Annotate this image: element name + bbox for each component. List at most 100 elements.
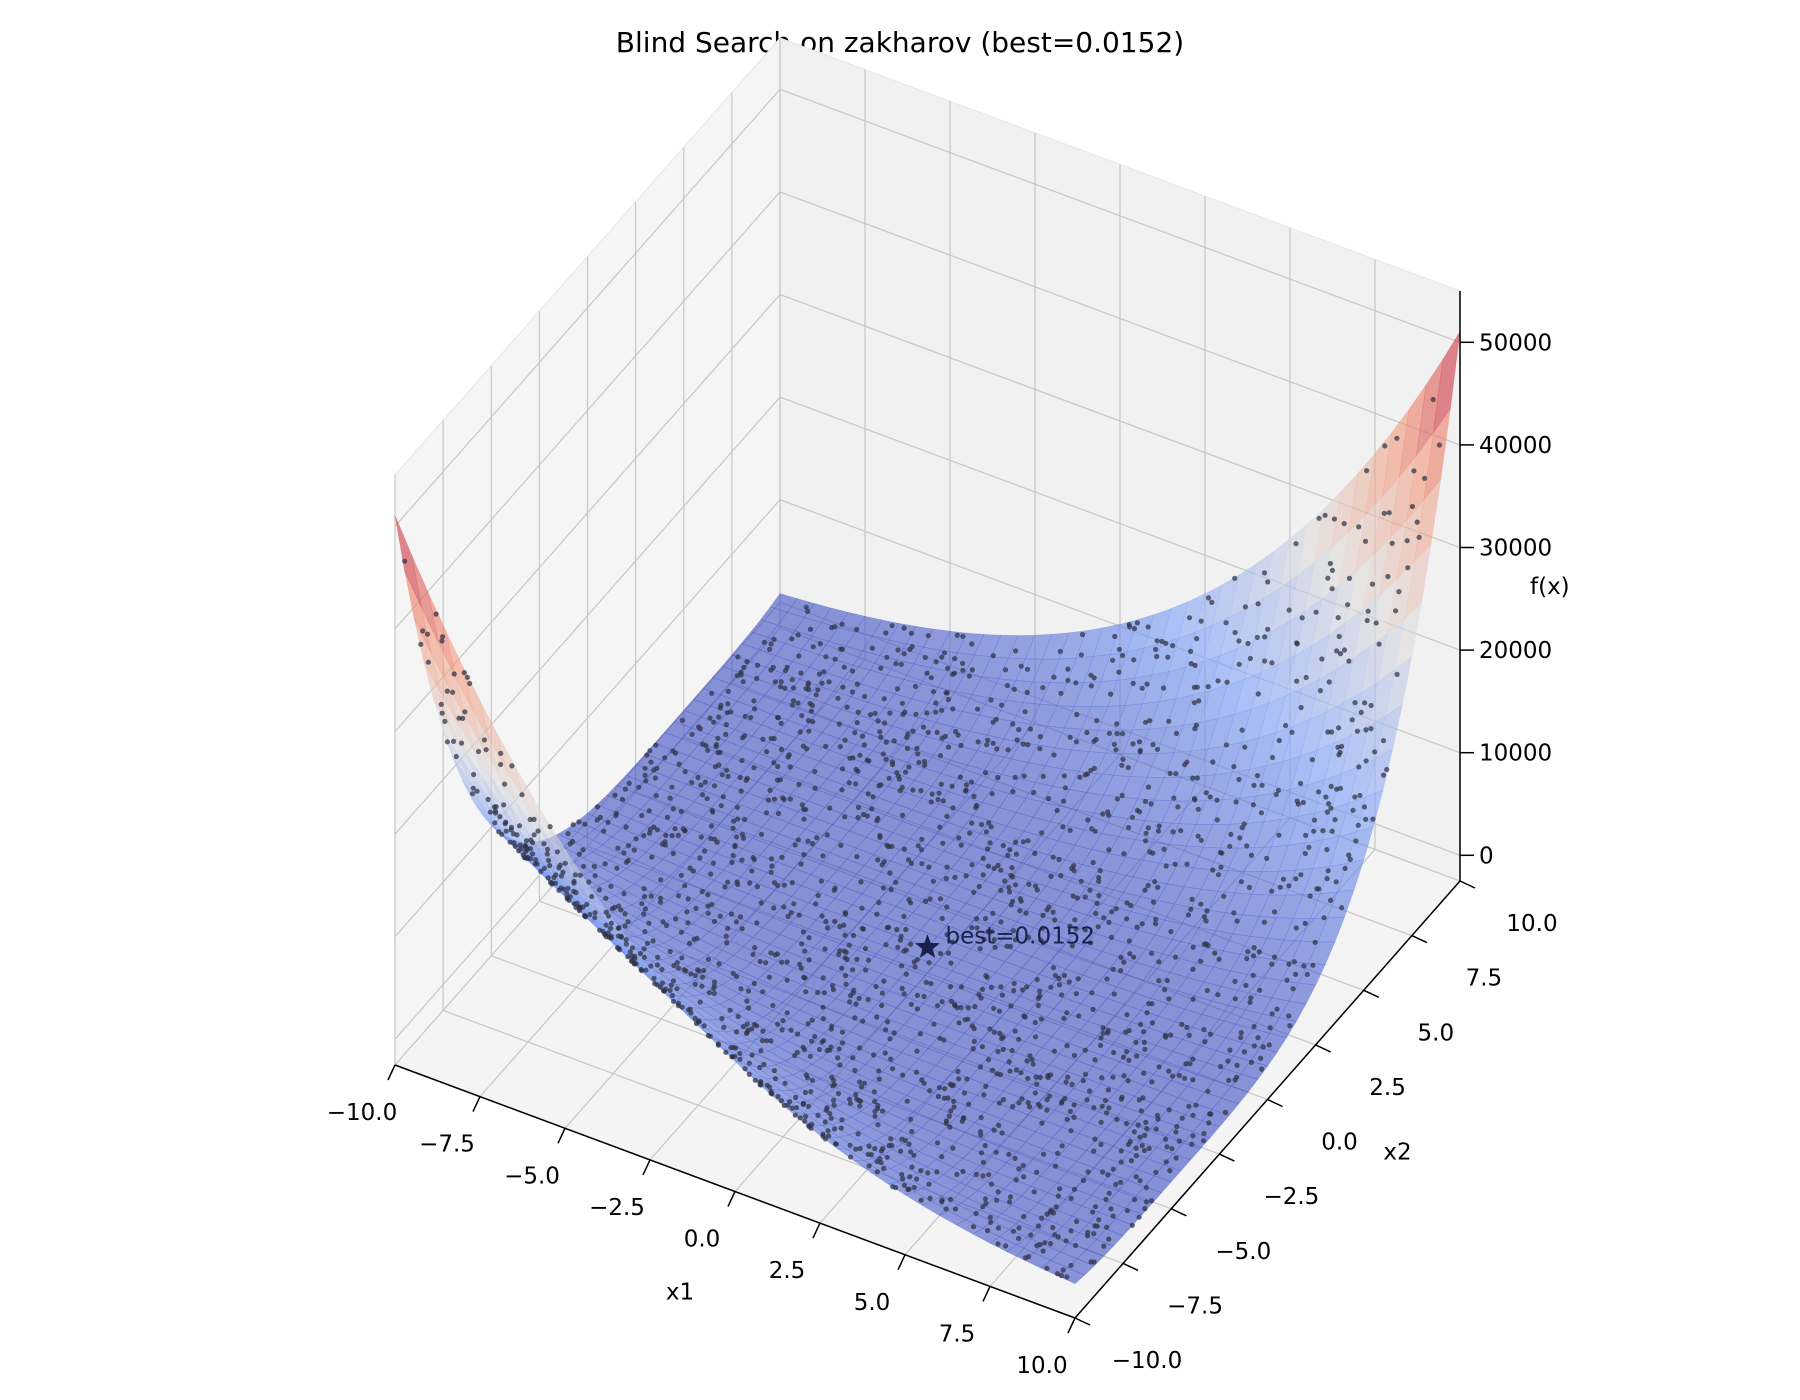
sample-point (1110, 657, 1116, 663)
sample-point (1045, 795, 1052, 802)
sample-point (799, 713, 805, 719)
sample-point (838, 1125, 844, 1131)
sample-point (1255, 601, 1261, 607)
sample-point (1265, 579, 1271, 585)
sample-point (699, 889, 705, 895)
sample-point (987, 1214, 993, 1221)
sample-point (723, 767, 730, 773)
sample-point (874, 1014, 880, 1020)
sample-point (933, 700, 939, 706)
grid-line (394, 499, 781, 938)
sample-point (608, 920, 615, 926)
sample-point (1044, 1107, 1050, 1113)
sample-point (702, 779, 709, 785)
sample-point (670, 978, 677, 984)
sample-point (1120, 1054, 1127, 1060)
sample-point (1214, 797, 1220, 803)
sample-point (1144, 681, 1150, 687)
sample-point (823, 1107, 829, 1113)
sample-point (1189, 1141, 1195, 1147)
sample-point (878, 1160, 884, 1166)
sample-point (1074, 895, 1080, 901)
sample-point (1096, 1217, 1102, 1223)
sample-point (689, 780, 695, 786)
sample-point (1060, 824, 1066, 830)
sample-point (1173, 1155, 1179, 1161)
sample-point (1385, 573, 1391, 580)
sample-point (596, 887, 603, 893)
sample-point (510, 831, 517, 837)
sample-point (791, 901, 797, 907)
sample-point (1188, 661, 1194, 667)
sample-point (1057, 648, 1063, 655)
sample-point (633, 961, 639, 967)
sample-point (1077, 774, 1083, 780)
sample-point (1251, 782, 1257, 789)
sample-point (1358, 709, 1364, 716)
sample-point (943, 1118, 950, 1124)
sample-point (1313, 609, 1319, 615)
sample-point (861, 1080, 868, 1086)
sample-point (603, 922, 609, 928)
sample-point (1234, 918, 1240, 924)
sample-point (1184, 1024, 1190, 1031)
sample-point (880, 1145, 886, 1151)
sample-point (994, 1197, 1000, 1203)
sample-point (768, 667, 774, 673)
sample-point (852, 1067, 858, 1073)
sample-point (1232, 629, 1238, 636)
sample-point (744, 1029, 750, 1035)
sample-point (867, 712, 874, 718)
sample-point (800, 1044, 806, 1050)
sample-point (1034, 1081, 1040, 1087)
sample-point (831, 1097, 837, 1103)
sample-point (621, 850, 627, 856)
sample-point (982, 1143, 988, 1149)
sample-point (850, 755, 856, 761)
sample-point (511, 840, 517, 846)
sample-point (927, 1088, 933, 1094)
sample-point (1075, 976, 1081, 982)
sample-point (1258, 810, 1264, 816)
sample-point (1094, 900, 1100, 907)
sample-point (767, 646, 773, 653)
sample-point (937, 753, 944, 759)
sample-point (823, 918, 829, 925)
sample-point (1206, 1120, 1212, 1126)
sample-point (1069, 1081, 1075, 1087)
sample-point (1195, 833, 1201, 839)
sample-point (901, 846, 908, 852)
surface-patch (1365, 748, 1394, 798)
sample-point (1323, 794, 1329, 800)
sample-point (1284, 977, 1290, 983)
sample-point (1085, 817, 1091, 823)
sample-point (955, 1068, 961, 1074)
sample-point (764, 749, 770, 755)
sample-point (538, 868, 544, 875)
sample-point (1141, 1039, 1147, 1045)
sample-point (708, 871, 714, 877)
sample-point (820, 853, 826, 859)
sample-point (1119, 731, 1126, 737)
sample-point (1021, 1174, 1027, 1180)
sample-point (746, 1060, 752, 1066)
sample-point (991, 1005, 997, 1012)
sample-point (857, 1045, 863, 1051)
sample-point (1294, 678, 1300, 684)
sample-point (1100, 1169, 1106, 1175)
sample-point (1394, 435, 1400, 441)
sample-point (844, 956, 850, 963)
sample-point (1314, 886, 1320, 892)
sample-point (1362, 700, 1368, 706)
sample-point (1364, 617, 1370, 624)
sample-point (721, 1024, 727, 1030)
sample-point (952, 656, 958, 662)
sample-point (968, 779, 975, 785)
sample-point (883, 630, 889, 636)
sample-point (980, 872, 986, 878)
sample-point (516, 848, 522, 854)
sample-point (1394, 671, 1400, 678)
sample-point (631, 847, 637, 853)
sample-point (1127, 624, 1133, 630)
sample-point (944, 690, 950, 696)
